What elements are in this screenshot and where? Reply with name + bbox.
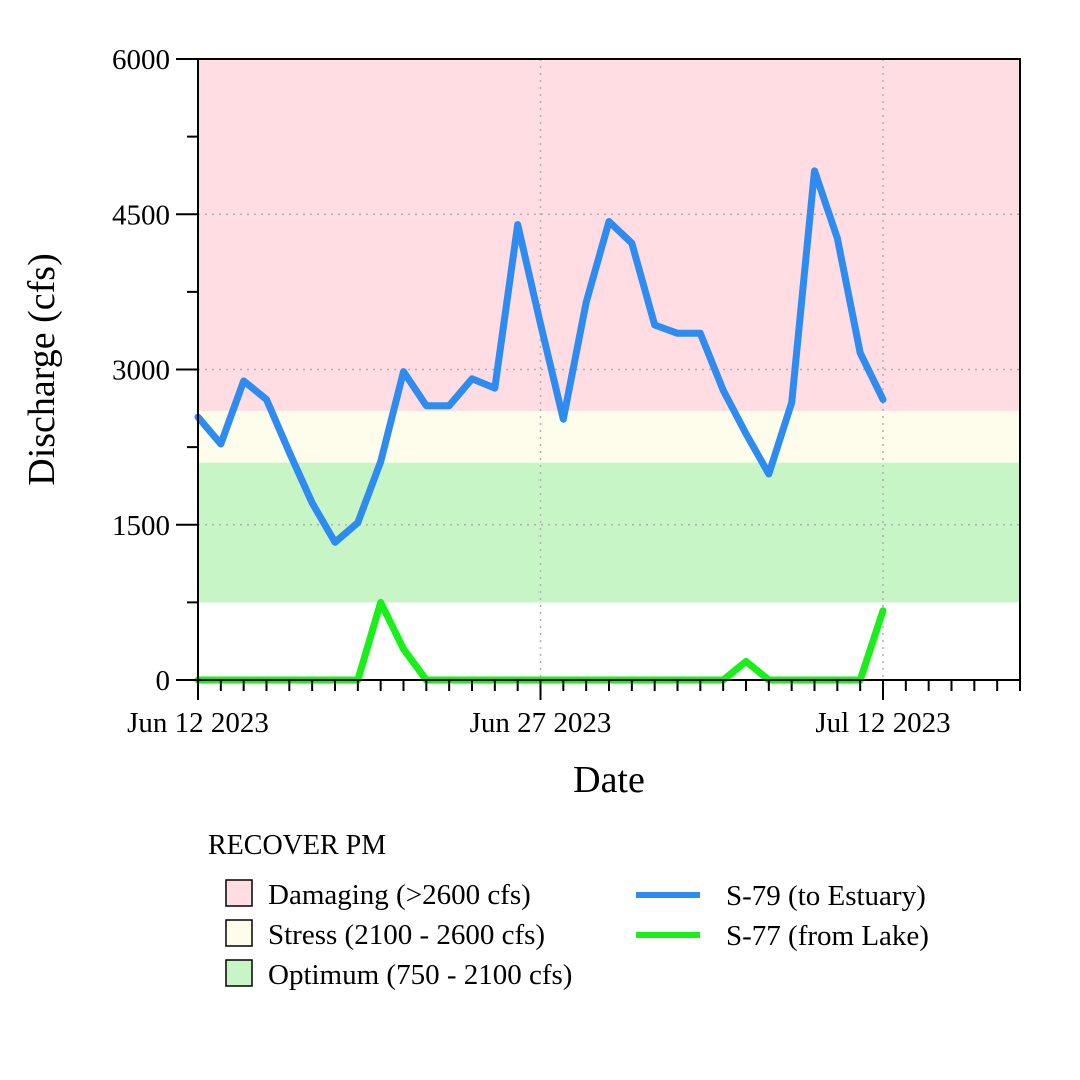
- y-tick-label: 6000: [112, 44, 170, 76]
- band-optimum: [198, 462, 1020, 603]
- x-axis-title: Date: [573, 759, 645, 801]
- legend-label-s-77: S-77 (from Lake): [726, 920, 929, 952]
- axes-layer: 0 1500 3000 4500 6000 Jun 12 2023 Jun 27 2023 J…: [112, 44, 1021, 739]
- y-tick-label: 4500: [112, 199, 170, 231]
- band-stress: [198, 410, 1020, 463]
- legend-label-s-79: S-79 (to Estuary): [726, 880, 926, 912]
- y-tick-label: 0: [156, 665, 171, 697]
- legend: RECOVER PM Damaging (>2600 cfs) Stress (2…: [208, 830, 929, 991]
- legend-label-stress: Stress (2100 - 2600 cfs): [268, 919, 545, 951]
- band-damaging: [198, 59, 1020, 411]
- legend-bands: Damaging (>2600 cfs) Stress (2100 - 2600 …: [225, 879, 572, 991]
- x-tick-label: Jun 27 2023: [470, 707, 612, 739]
- y-tick-label: 3000: [112, 355, 170, 387]
- x-tick-label: Jun 12 2023: [127, 707, 269, 739]
- y-tick-label: 1500: [112, 510, 170, 542]
- x-tick-label: Jul 12 2023: [815, 707, 950, 739]
- series-line-s-79: [194, 167, 887, 546]
- legend-swatch-optimum: [225, 959, 253, 987]
- legend-label-damaging: Damaging (>2600 cfs): [268, 879, 531, 911]
- y-axis-title: Discharge (cfs): [21, 253, 63, 485]
- legend-swatch-damaging: [225, 879, 253, 907]
- legend-label-optimum: Optimum (750 - 2100 cfs): [268, 959, 572, 991]
- legend-series: S-79 (to Estuary) S-77 (from Lake): [636, 880, 929, 952]
- legend-title: RECOVER PM: [208, 830, 386, 861]
- legend-swatch-stress: [225, 919, 253, 947]
